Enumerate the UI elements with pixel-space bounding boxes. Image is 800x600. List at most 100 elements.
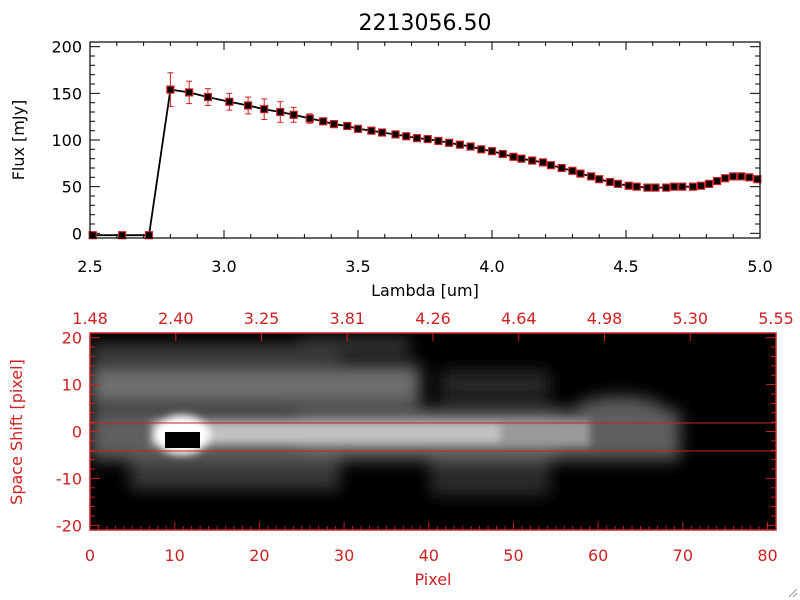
- data-point: [455, 140, 464, 149]
- data-point: [632, 182, 641, 191]
- data-point: [319, 117, 328, 126]
- data-point: [466, 142, 475, 151]
- data-point: [595, 175, 604, 184]
- image-top-tick-label: 3.25: [244, 309, 280, 328]
- image-y-axis-label: Space Shift [pixel]: [7, 359, 26, 505]
- x-tick-label: 2.5: [77, 257, 102, 276]
- data-point: [487, 147, 497, 156]
- heatmap-image: [90, 333, 776, 530]
- image-y-tick-label: -20: [56, 516, 82, 535]
- data-point: [546, 161, 556, 170]
- data-point: [729, 172, 738, 181]
- x-tick-label: 3.5: [345, 257, 370, 276]
- data-point: [144, 231, 154, 240]
- data-point: [289, 110, 298, 119]
- spectrum-image-panel: 0 10 20 30 40 50 60 70 80 1.48 2.40 3.25 3.81 4.26 4.6…: [7, 309, 794, 589]
- data-point: [305, 114, 314, 123]
- image-x-tick-label: 0: [85, 546, 95, 565]
- x-axis-label: Lambda [um]: [371, 281, 479, 300]
- data-point: [745, 173, 754, 182]
- data-point: [576, 169, 585, 178]
- data-point: [696, 181, 706, 190]
- data-point: [329, 120, 338, 129]
- image-x-axis-label: Pixel: [414, 570, 451, 589]
- image-frame: [89, 332, 777, 531]
- data-point: [88, 231, 97, 240]
- data-point: [662, 183, 671, 192]
- image-top-tick-label: 1.48: [72, 309, 108, 328]
- image-y-tick-label: 0: [72, 423, 82, 442]
- data-point: [445, 138, 454, 147]
- data-point: [367, 126, 376, 135]
- data-point: [343, 121, 352, 131]
- image-top-tick-label: 4.26: [415, 309, 451, 328]
- data-point: [225, 97, 234, 106]
- data-point: [402, 132, 411, 141]
- data-point: [678, 182, 687, 191]
- flux-line: [92, 88, 758, 237]
- data-point: [353, 124, 363, 133]
- image-top-tick-label: 4.98: [587, 309, 623, 328]
- data-point: [528, 156, 537, 165]
- x-tick-label: 4.5: [613, 257, 638, 276]
- image-top-tick-label: 4.64: [501, 309, 537, 328]
- image-y-tick-label: -10: [56, 469, 82, 488]
- image-top-tick-label: 5.55: [758, 309, 794, 328]
- chart-title: 2213056.50: [359, 11, 492, 36]
- image-x-tick-label: 70: [673, 546, 693, 565]
- image-x-tick-label: 40: [419, 546, 439, 565]
- image-top-tick-label: 3.81: [329, 309, 365, 328]
- data-point: [568, 166, 577, 175]
- y-axis-label: Flux [mJy]: [9, 100, 28, 181]
- data-point: [434, 136, 443, 146]
- spectrum-axes: 2.5 3.0 3.5 4.0 4.5 5.0 0 50 100 150 200: [51, 38, 772, 276]
- spectrum-chart: 2213056.50 Flux [mJy] Lambda [um] 2.5 3.0…: [9, 11, 773, 300]
- data-point: [260, 105, 269, 114]
- data-point: [557, 163, 566, 173]
- data-point: [704, 179, 714, 188]
- spectrum-series: [88, 72, 762, 240]
- data-point: [166, 85, 175, 94]
- image-top-tick-label: 2.40: [158, 309, 194, 328]
- data-point: [613, 179, 623, 188]
- data-point: [391, 130, 400, 139]
- data-point: [643, 183, 652, 192]
- data-point: [185, 88, 194, 97]
- data-point: [538, 158, 548, 167]
- data-point: [477, 145, 486, 154]
- x-tick-label: 4.0: [479, 257, 504, 276]
- image-top-tick-label: 5.30: [672, 309, 708, 328]
- y-tick-label: 100: [51, 131, 82, 150]
- image-x-tick-label: 20: [249, 546, 269, 565]
- data-point: [423, 134, 432, 144]
- image-axes: 0 10 20 30 40 50 60 70 80 1.48 2.40 3.25 3.81 4.26 4.6…: [56, 309, 794, 565]
- data-point: [624, 181, 633, 190]
- x-tick-label: 5.0: [747, 257, 772, 276]
- data-point: [713, 176, 722, 186]
- data-point: [276, 107, 285, 117]
- window-resize-grip[interactable]: [786, 586, 798, 598]
- image-y-tick-label: 10: [62, 376, 82, 395]
- y-tick-label: 50: [62, 178, 82, 197]
- image-x-tick-label: 80: [757, 546, 777, 565]
- data-point: [721, 174, 730, 183]
- image-x-tick-label: 50: [503, 546, 523, 565]
- data-point: [517, 154, 526, 163]
- data-point: [670, 182, 679, 191]
- data-point: [498, 149, 507, 159]
- data-point: [587, 172, 596, 181]
- data-point: [651, 183, 660, 192]
- image-x-tick-label: 10: [165, 546, 185, 565]
- data-point: [737, 172, 746, 181]
- y-tick-label: 0: [72, 224, 82, 243]
- y-tick-label: 150: [51, 84, 82, 103]
- image-x-tick-label: 30: [334, 546, 354, 565]
- data-point: [509, 152, 518, 161]
- x-tick-label: 3.0: [211, 257, 236, 276]
- spectrum-plot-frame: [89, 41, 761, 239]
- data-point: [378, 128, 387, 137]
- data-point: [244, 101, 253, 110]
- data-point: [688, 182, 698, 191]
- data-point: [118, 231, 127, 240]
